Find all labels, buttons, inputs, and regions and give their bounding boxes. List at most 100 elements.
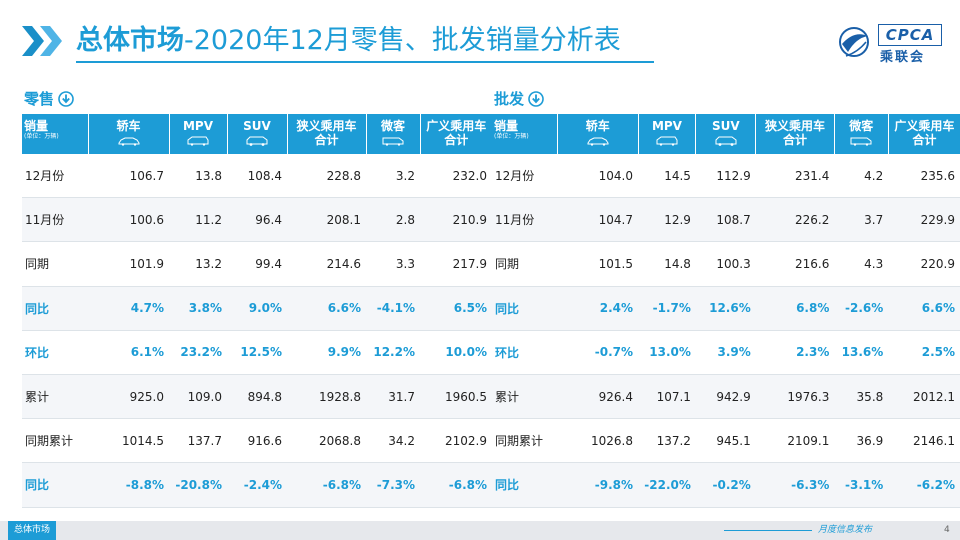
table-cell: 3.3 [366,241,420,287]
table-cell: -22.0% [638,462,696,508]
table-cell: 3.2 [366,154,420,199]
table-row: 12月份 106.7 13.8 108.4 228.8 3.2 232.0 [22,154,492,199]
row-label: 同比 [492,286,558,331]
table-cell: 6.6% [287,286,366,331]
table-cell: -7.3% [366,462,420,508]
table-cell: 220.9 [888,241,960,287]
table-cell: 6.1% [88,330,169,375]
table-cell: 214.6 [287,241,366,287]
table-cell: 99.4 [227,241,287,287]
row-label: 环比 [22,330,88,375]
table-row: 累计 925.0 109.0 894.8 1928.8 31.7 1960.5 [22,374,492,420]
table-cell: 108.4 [227,154,287,199]
table-cell: 2109.1 [755,418,835,464]
table-cell: 4.7% [88,286,169,331]
table-cell: 208.1 [287,197,366,243]
table-cell: 4.3 [834,241,889,287]
table-cell: -3.1% [834,462,889,508]
row-label: 12月份 [492,154,558,199]
table-cell: -4.1% [366,286,420,331]
table-cell: -6.3% [755,462,835,508]
footer-bar: 总体市场 月度信息发布 4 [0,521,960,540]
table-header-row: 销量 (单位：万辆) 轿车 MPV SUV 狭义乘用车 合计 微客 广义乘用车 合计 [22,114,492,154]
header-minivan: 微客 [834,114,889,154]
table-cell: 1960.5 [420,374,492,420]
table-cell: 210.9 [420,197,492,243]
table-cell: 3.8% [169,286,227,331]
header-broad-total: 广义乘用车 合计 [888,114,960,154]
table-cell: 35.8 [834,374,889,420]
table-cell: 2102.9 [420,418,492,464]
header-suv: SUV [227,114,288,154]
suv-icon [246,136,268,146]
row-label: 同期 [492,241,558,287]
table-cell: 942.9 [695,374,756,420]
row-label: 11月份 [22,197,88,243]
table-cell: 235.6 [888,154,960,199]
footer-tab-overall[interactable]: 总体市场 [8,521,57,540]
table-cell: 1976.3 [755,374,835,420]
table-cell: 894.8 [227,374,287,420]
table-cell: -2.4% [227,462,287,508]
table-cell: 4.2 [834,154,889,199]
table-cell: 11.2 [169,197,227,243]
header-narrow-total: 狭义乘用车 合计 [755,114,835,154]
table-cell: 231.4 [755,154,835,199]
footer-tab-4[interactable] [210,521,268,540]
down-arrow-circle-icon [528,90,544,107]
cpca-logo-icon [839,27,869,57]
header-sales: 销量 (单位：万辆) [492,114,558,154]
table-cell: 3.9% [695,330,756,375]
header-minivan: 微客 [366,114,421,154]
row-label: 累计 [22,374,88,420]
table-cell: 137.2 [638,418,696,464]
table-cell: 14.5 [638,154,696,199]
table-row: 同期 101.5 14.8 100.3 216.6 4.3 220.9 [492,241,960,287]
table-cell: 6.6% [888,286,960,331]
table-cell: 101.9 [88,241,169,287]
header-sedan: 轿车 [88,114,170,154]
table-cell: 216.6 [755,241,835,287]
table-cell: 12.6% [695,286,756,331]
table-row: 累计 926.4 107.1 942.9 1976.3 35.8 2012.1 [492,374,960,420]
table-cell: 916.6 [227,418,287,464]
row-label: 同期累计 [22,418,88,464]
retail-table: 销量 (单位：万辆) 轿车 MPV SUV 狭义乘用车 合计 微客 广义乘用车 合计 … [22,114,492,508]
footer-tab-2[interactable] [76,521,148,540]
header-broad-total: 广义乘用车 合计 [420,114,492,154]
page-title: 总体市场-2020年12月零售、批发销量分析表 [76,22,621,60]
table-cell: 34.2 [366,418,420,464]
table-cell: 100.6 [88,197,169,243]
table-row: 同比 2.4% -1.7% 12.6% 6.8% -2.6% 6.6% [492,286,960,331]
table-cell: 226.2 [755,197,835,243]
header-sales: 销量 (单位：万辆) [22,114,89,154]
row-label: 同期 [22,241,88,287]
title-underline [76,61,654,63]
suv-icon [715,136,737,146]
table-row: 同比 4.7% 3.8% 9.0% 6.6% -4.1% 6.5% [22,286,492,331]
table-cell: 107.1 [638,374,696,420]
footer-tab-3[interactable] [146,521,202,540]
table-row: 12月份 104.0 14.5 112.9 231.4 4.2 235.6 [492,154,960,199]
table-cell: 104.0 [557,154,638,199]
table-cell: -0.7% [557,330,638,375]
row-label: 同比 [22,286,88,331]
retail-section-title: 零售 [24,88,74,109]
title-sub: -2020年12月零售、批发销量分析表 [184,25,621,56]
header-mpv: MPV [169,114,228,154]
table-cell: 36.9 [834,418,889,464]
logo-subtext: 乘联会 [880,50,926,65]
double-chevron-icon [22,26,62,56]
retail-title-text: 零售 [24,90,55,108]
table-cell: 9.9% [287,330,366,375]
header-mpv: MPV [638,114,697,154]
table-cell: -9.8% [557,462,638,508]
minivan-icon [382,137,404,146]
table-cell: 2.5% [888,330,960,375]
header-narrow-total: 狭义乘用车 合计 [287,114,367,154]
table-row: 同期累计 1026.8 137.2 945.1 2109.1 36.9 2146.1 [492,418,960,464]
table-row: 同期 101.9 13.2 99.4 214.6 3.3 217.9 [22,241,492,287]
table-cell: 2.8 [366,197,420,243]
table-cell: 232.0 [420,154,492,199]
mpv-icon [187,136,209,146]
